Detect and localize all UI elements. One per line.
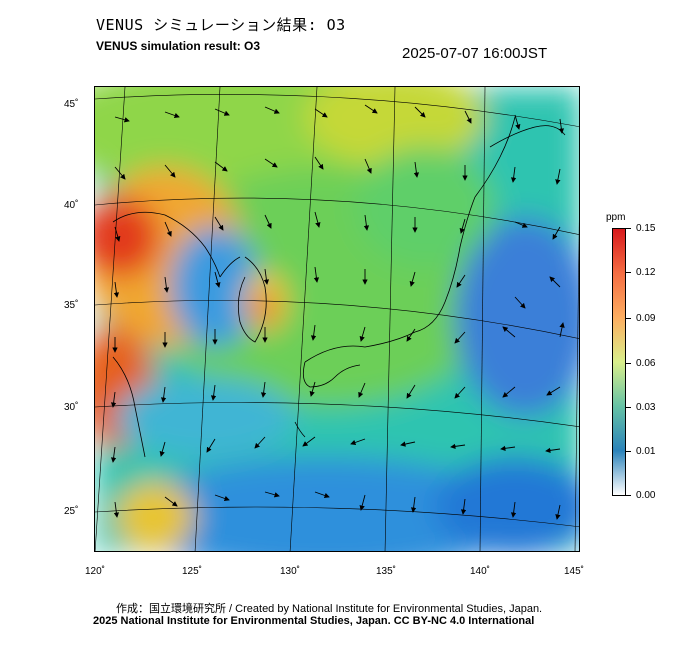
copyright-line: 2025 National Institute for Environmenta… xyxy=(93,615,535,627)
wind-vectors xyxy=(110,104,565,520)
colorbar-label-1: 0.12 xyxy=(636,267,656,278)
lat-label-25: 25˚ xyxy=(64,506,79,517)
credit-line: 作成：国立環境研究所 / Created by National Institu… xyxy=(116,603,543,615)
colorbar-label-3: 0.06 xyxy=(636,358,656,369)
colorbar-unit: ppm xyxy=(606,212,626,223)
ozone-map xyxy=(94,86,580,552)
graticule xyxy=(95,87,579,551)
lat-label-30: 30˚ xyxy=(64,402,79,413)
title-english: VENUS simulation result: O3 xyxy=(96,39,261,53)
colorbar-label-5: 0.01 xyxy=(636,446,656,457)
colorbar-label-4: 0.03 xyxy=(636,402,656,413)
map-canvas xyxy=(95,87,579,551)
lon-label-145: 145˚ xyxy=(564,566,585,577)
colorbar-label-2: 0.09 xyxy=(636,313,656,324)
lon-label-130: 130˚ xyxy=(280,566,301,577)
lat-label-45: 45˚ xyxy=(64,99,79,110)
timestamp: 2025-07-07 16:00JST xyxy=(402,45,548,62)
lon-label-125: 125˚ xyxy=(182,566,203,577)
lat-label-40: 40˚ xyxy=(64,200,79,211)
ozone-field xyxy=(95,87,579,551)
lat-label-35: 35˚ xyxy=(64,300,79,311)
title-japanese: VENUS シミュレーション結果: O3 xyxy=(96,16,346,34)
colorbar-label-6: 0.00 xyxy=(636,490,656,501)
colorbar-label-0: 0.15 xyxy=(636,223,656,234)
lon-label-135: 135˚ xyxy=(376,566,397,577)
lon-label-140: 140˚ xyxy=(470,566,491,577)
lon-label-120: 120˚ xyxy=(85,566,106,577)
colorbar xyxy=(612,228,626,496)
coastlines xyxy=(112,116,566,458)
